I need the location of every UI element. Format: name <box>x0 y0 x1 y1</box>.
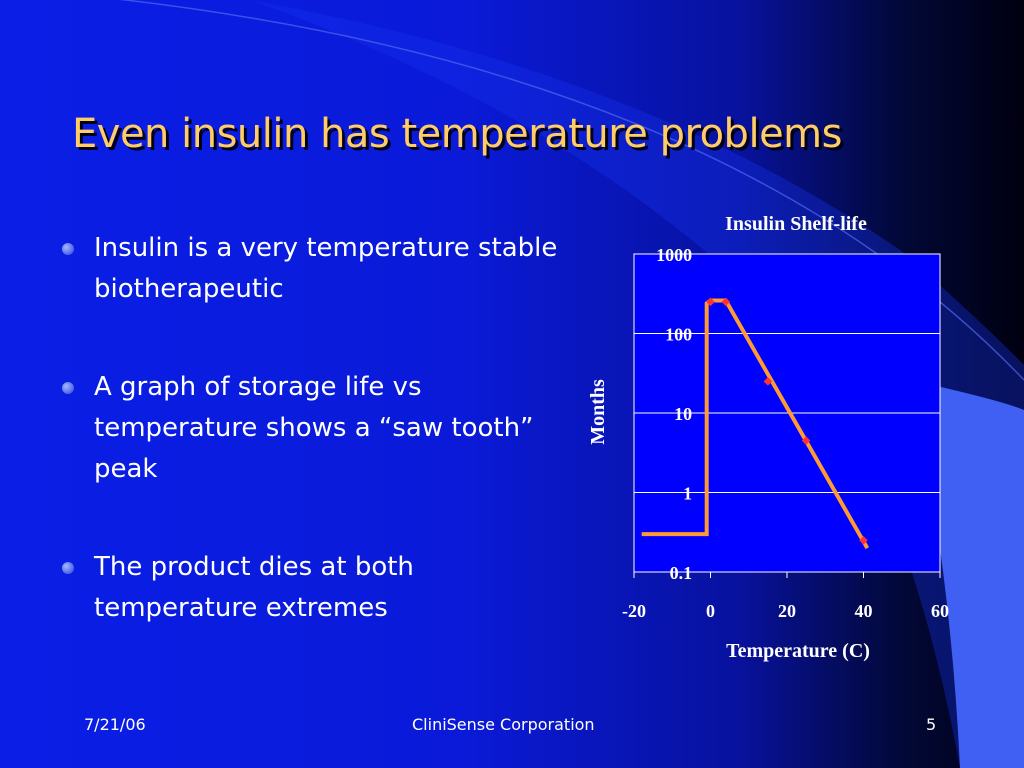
data-point-marker <box>763 377 773 386</box>
y-axis-label: Months <box>587 379 609 445</box>
x-tick-label: 40 <box>855 601 873 621</box>
y-tick-label: 10 <box>674 404 692 424</box>
bullet-text: Insulin is a very temperature stable bio… <box>94 233 558 304</box>
y-axis-ticks: 0.1 1 10 100 1000 <box>656 245 692 583</box>
gridlines <box>634 253 940 573</box>
x-tick-label: 20 <box>778 601 796 621</box>
shelf-life-chart: Insulin Shelf-life 0.1 1 10 100 1000 -20 0 20 4… <box>587 213 949 662</box>
data-point-marker <box>801 436 811 445</box>
bullet-list: Insulin is a very temperature stable bio… <box>58 228 558 686</box>
x-axis-label: Temperature (C) <box>726 640 870 662</box>
bullet-text: The product dies at both temperature ext… <box>94 552 414 623</box>
x-tick-label: 0 <box>706 601 715 621</box>
chart-title: Insulin Shelf-life <box>725 213 867 235</box>
x-axis-ticks: -20 0 20 40 60 <box>622 572 949 621</box>
slide-title: Even insulin has temperature problems <box>72 111 842 157</box>
bullet-dot-icon <box>62 562 74 574</box>
y-tick-label: 1000 <box>656 245 692 265</box>
bullet-item: The product dies at both temperature ext… <box>58 547 558 629</box>
footer-company: CliniSense Corporation <box>412 715 595 734</box>
data-point-marker <box>859 536 868 545</box>
x-tick-label: -20 <box>622 601 646 621</box>
bullet-item: Insulin is a very temperature stable bio… <box>58 228 558 310</box>
footer-page-number: 5 <box>926 715 937 734</box>
bullet-item: A graph of storage life vs temperature s… <box>58 367 558 490</box>
y-tick-label: 0.1 <box>670 563 693 583</box>
footer-date: 7/21/06 <box>84 715 146 734</box>
bullet-dot-icon <box>62 382 74 394</box>
bullet-dot-icon <box>62 243 74 255</box>
bullet-text: A graph of storage life vs temperature s… <box>94 372 534 484</box>
y-tick-label: 1 <box>683 484 692 504</box>
x-tick-label: 60 <box>931 601 949 621</box>
y-tick-label: 100 <box>665 325 692 345</box>
